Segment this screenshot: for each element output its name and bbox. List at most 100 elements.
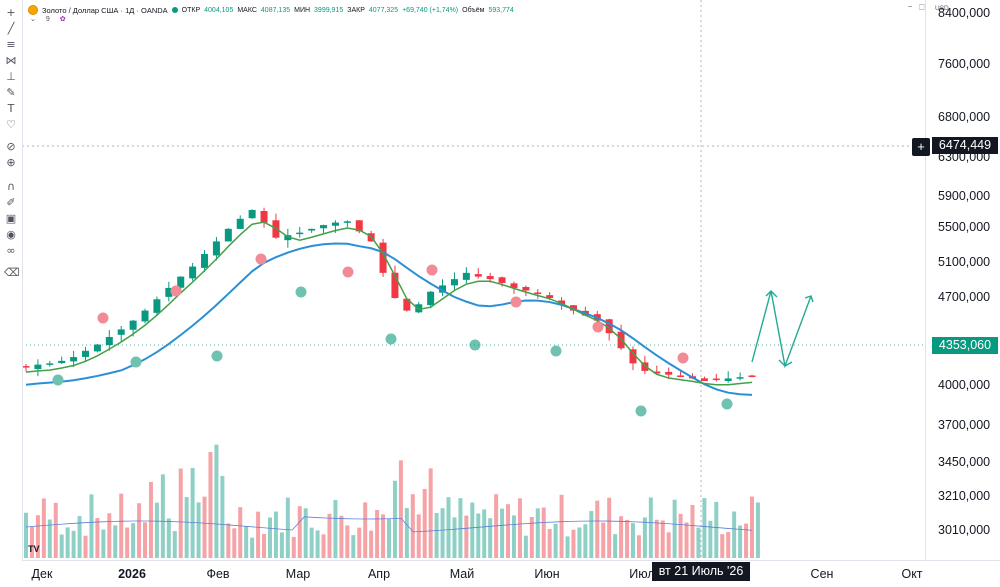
candle-body [712,378,720,381]
candle-body [355,220,363,232]
volume-bar [166,518,171,558]
trash-icon[interactable]: ⌫ [4,266,20,279]
volume-bar [220,475,225,558]
volume-bar [636,535,641,558]
volume-bar [59,534,64,558]
collapse-icon[interactable]: ⌄ [30,16,36,23]
signal-marker [295,286,307,298]
magnet-icon[interactable]: ∩ [6,180,16,193]
time-axis[interactable]: Дек 2026 Фев Мар Апр Май Июн Июл Сен Окт [22,560,1000,587]
volume-bar [625,519,630,558]
forecast-arrowheads [765,290,814,367]
ruler-icon[interactable]: ⊘ [6,140,16,153]
candle-body [141,310,149,322]
candle-body [201,254,209,268]
candle-body [34,364,42,369]
window-controls[interactable]: ⎯ ⬚ [908,2,925,11]
crosshair-icon[interactable]: + [6,6,16,19]
volume-bar [184,497,189,558]
volume-bar [482,509,487,558]
candle-body [450,279,458,286]
volume-bar [196,502,201,558]
indicator-value: 9 [45,15,50,23]
candle-body [22,366,30,368]
crosshair-price-badge: 6474,449 [932,137,998,154]
volume-bar [571,529,576,558]
volume-bar [714,501,719,558]
volume-bar [107,513,112,558]
candle-body [653,371,661,374]
volume-bar [732,511,737,558]
volume-bar [672,499,677,558]
zoom-icon[interactable]: ⊕ [6,156,16,169]
candle-body [439,285,447,293]
volume-bar [392,480,397,558]
price-tick-label: 4700,000 [938,290,991,304]
volume-bar [232,528,237,558]
volume-bar [137,503,142,558]
lock-icon[interactable]: ▣ [5,212,17,225]
trendline-icon[interactable]: ╱ [7,22,15,35]
volume-bar [244,525,249,558]
volume-bar [434,513,439,558]
volume-bar [607,497,612,558]
candle-body [403,298,411,311]
price-axis[interactable]: 8400,000 7600,000 6800,000 6300,000 5900,000… [925,0,1000,560]
eye-icon[interactable]: ◉ [6,228,16,241]
volume-bar [726,531,731,558]
price-tick-label: 3450,000 [938,455,991,469]
volume-ma-line [25,516,753,533]
projection-icon[interactable]: ⊥ [6,70,16,83]
text-icon[interactable]: T [7,102,15,115]
lock-draw-icon[interactable]: ✐ [6,196,16,209]
signal-marker [342,266,354,278]
candle-body [212,241,220,256]
signal-marker [385,333,397,345]
link-icon[interactable]: ∞ [6,244,16,257]
add-alert-button[interactable]: + [912,138,930,156]
brush-icon[interactable]: ✎ [6,86,16,99]
candle-body [379,242,387,273]
candle-body [700,378,708,381]
pattern-icon[interactable]: ⋈ [5,54,17,67]
time-tick-label: Июл [629,567,655,581]
candle-body [105,336,113,346]
volume-bar [202,496,207,558]
signal-marker [255,253,267,265]
volume-bar [452,517,457,558]
volume-bar [303,508,308,558]
volume-bar [470,502,475,558]
volume-bar [547,528,552,558]
candle-body [93,344,101,352]
volume-bar [119,493,124,558]
fib-icon[interactable]: ≡ [6,38,16,51]
close-value: 4077,325 [368,6,399,14]
legend-row: Золото / Доллар США · 1Д · OANDA ОТКР 400… [28,3,514,17]
signal-marker [130,356,142,368]
candle-body [474,274,482,277]
time-tick-label: 2026 [118,567,146,581]
price-tick-label: 3010,000 [938,523,991,537]
volume-bar [458,498,463,558]
volume-bar [83,535,88,558]
heart-icon[interactable]: ♡ [6,118,16,131]
time-tick-label: Сен [810,567,834,581]
volume-bar [131,523,136,558]
volume-bar [541,507,546,558]
volume-bar [375,509,380,558]
volume-bar [291,536,296,558]
market-status-icon [171,7,178,13]
volume-bar [666,532,671,558]
indicator-icon[interactable]: ✿ [59,16,66,23]
forecast-path [751,290,812,369]
signal-marker [510,296,522,308]
time-tick-label: Дек [31,567,53,581]
time-tick-label: Окт [901,567,923,581]
volume-bar [357,527,362,558]
candle-body [177,276,185,288]
candle-body [629,349,637,364]
candle-body [391,272,399,298]
candle-body [605,319,613,334]
symbol-name[interactable]: Золото / Доллар США · 1Д · OANDA [42,5,168,15]
